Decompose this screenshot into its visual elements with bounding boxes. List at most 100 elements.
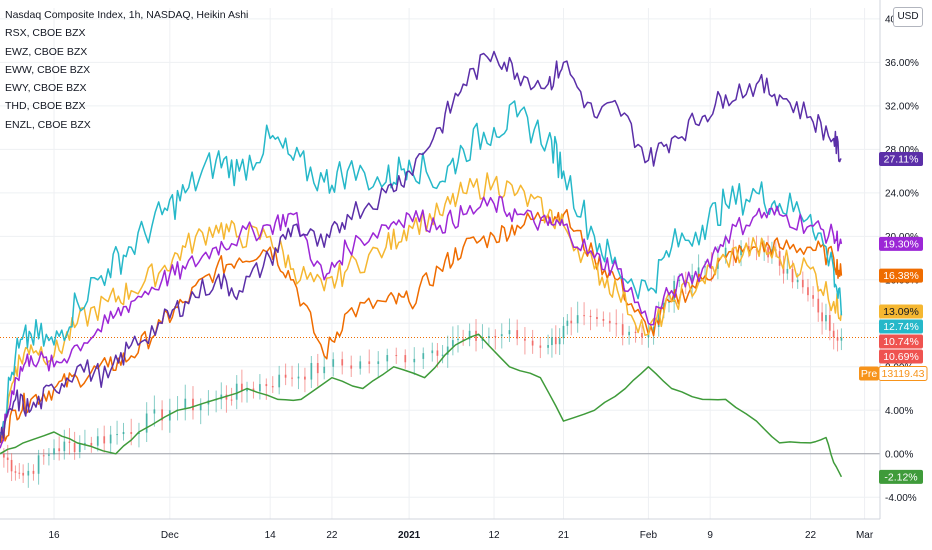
- nasdaq-candle: [10, 459, 13, 472]
- nasdaq-candle: [446, 346, 449, 355]
- nasdaq-candle: [508, 330, 511, 335]
- badge-label: -2.12%: [884, 471, 917, 483]
- badge-rsx: 27.11%: [879, 152, 923, 167]
- nasdaq-candle: [153, 409, 156, 414]
- nasdaq-candle: [138, 432, 140, 435]
- nasdaq-candle: [323, 366, 326, 374]
- y-tick-label: 36.00%: [885, 58, 919, 69]
- currency-button[interactable]: USD: [893, 7, 923, 27]
- y-tick-label: 4.00%: [885, 406, 913, 417]
- nasdaq-candle: [576, 315, 579, 324]
- nasdaq-candle: [554, 337, 557, 345]
- nasdaq-candle: [740, 246, 742, 256]
- nasdaq-candle: [316, 362, 319, 374]
- badge-bg: [879, 152, 923, 167]
- badge-enzl: -2.12%: [879, 469, 923, 484]
- nasdaq-candle: [304, 376, 306, 380]
- nasdaq-candle: [817, 298, 820, 313]
- legend-item-thd[interactable]: THD, CBOE BZX: [5, 100, 86, 113]
- nasdaq-candle: [68, 441, 71, 443]
- nasdaq-candle: [615, 323, 618, 325]
- series-area[interactable]: [0, 50, 843, 488]
- nasdaq-candle: [184, 398, 187, 410]
- badge-label: 12.74%: [883, 321, 919, 333]
- nasdaq-candle: [168, 410, 171, 421]
- nasdaq-candle: [531, 340, 534, 346]
- nasdaq-candle: [96, 436, 99, 446]
- legend-item-ewy[interactable]: EWY, CBOE BZX: [5, 82, 87, 95]
- nasdaq-candle: [332, 359, 335, 367]
- nasdaq-candle: [451, 340, 454, 347]
- nasdaq-candle: [42, 455, 45, 457]
- nasdaq-candle: [230, 399, 233, 401]
- legend-item-ewz[interactable]: EWZ, CBOE BZX: [5, 45, 88, 58]
- nasdaq-candle: [801, 279, 804, 288]
- nasdaq-candle: [524, 338, 526, 341]
- x-tick-label: 12: [488, 530, 500, 541]
- badge-bg: [879, 268, 923, 283]
- pre-price-bg: [878, 366, 928, 382]
- nasdaq-candle: [341, 359, 344, 366]
- badge-bg: [879, 469, 923, 484]
- nasdaq-candle: [90, 442, 93, 446]
- nasdaq-candle: [457, 338, 459, 341]
- x-tick-label: Dec: [161, 530, 179, 541]
- nasdaq-candle: [103, 436, 106, 444]
- pre-tag-bg: [859, 366, 879, 381]
- y-tick-label: 0.00%: [885, 449, 913, 460]
- nasdaq-candle: [791, 268, 794, 283]
- nasdaq-candle: [6, 457, 9, 460]
- nasdaq-candle: [2, 453, 5, 458]
- nasdaq-candle: [291, 377, 293, 379]
- nasdaq-candle: [422, 353, 425, 359]
- y-tick-label: 28.00%: [885, 145, 919, 156]
- nasdaq-candle: [516, 330, 519, 339]
- nasdaq-candle: [63, 441, 66, 452]
- nasdaq-candle: [413, 358, 416, 363]
- nasdaq-candle: [271, 386, 274, 388]
- nasdaq-candle: [767, 247, 769, 258]
- nasdaq-candle: [551, 337, 553, 346]
- nasdaq-candle: [235, 383, 238, 400]
- nasdaq-candle: [404, 355, 407, 363]
- nasdaq-candle: [161, 409, 164, 421]
- badge-bg: [879, 349, 923, 364]
- nasdaq-candle: [825, 315, 827, 322]
- nasdaq-candle: [78, 443, 81, 453]
- series-line-thd[interactable]: [0, 208, 843, 444]
- nasdaq-candle: [116, 434, 118, 436]
- nasdaq-candle: [602, 318, 605, 321]
- price-badges: 27.11% 19.30% 16.38% 13.09% 12.74% 10.74% 10.6…: [859, 152, 928, 484]
- nasdaq-candle: [436, 350, 439, 356]
- legend-item-rsx[interactable]: RSX, CBOE BZX: [5, 27, 86, 40]
- nasdaq-candle: [130, 432, 133, 435]
- legend-item-eww[interactable]: EWW, CBOE BZX: [5, 63, 91, 76]
- series-line-ewz[interactable]: [0, 100, 843, 436]
- legend-item-enzl[interactable]: ENZL, CBOE BZX: [5, 118, 91, 131]
- nasdaq-candle: [558, 338, 561, 345]
- nasdaq-candle: [58, 448, 61, 452]
- badge-nasdaq: 10.74%: [879, 334, 923, 349]
- badge-nasdaq_last: 10.69%: [879, 349, 923, 364]
- nasdaq-candle: [431, 350, 434, 354]
- series-line-rsx[interactable]: [0, 50, 842, 443]
- nasdaq-candle: [589, 315, 592, 318]
- series-line-ewy[interactable]: [0, 195, 843, 449]
- nasdaq-candle: [18, 472, 21, 474]
- nasdaq-candle: [562, 325, 565, 339]
- legend-main-series[interactable]: Nasdaq Composite Index, 1h, NASDAQ, Heik…: [5, 9, 249, 21]
- nasdaq-candle: [145, 413, 148, 433]
- badge-bg: [879, 304, 923, 319]
- nasdaq-candle: [73, 442, 76, 453]
- nasdaq-candle: [678, 279, 681, 281]
- x-tick-label: Mar: [856, 530, 874, 541]
- x-tick-label: 22: [326, 530, 338, 541]
- nasdaq-candle: [32, 470, 35, 474]
- nasdaq-candle: [596, 317, 598, 319]
- nasdaq-candle: [468, 330, 471, 340]
- nasdaq-candle: [812, 295, 814, 299]
- nasdaq-candle: [832, 330, 835, 338]
- series-line-enzl[interactable]: [0, 333, 843, 478]
- nasdaq-candle: [386, 355, 389, 362]
